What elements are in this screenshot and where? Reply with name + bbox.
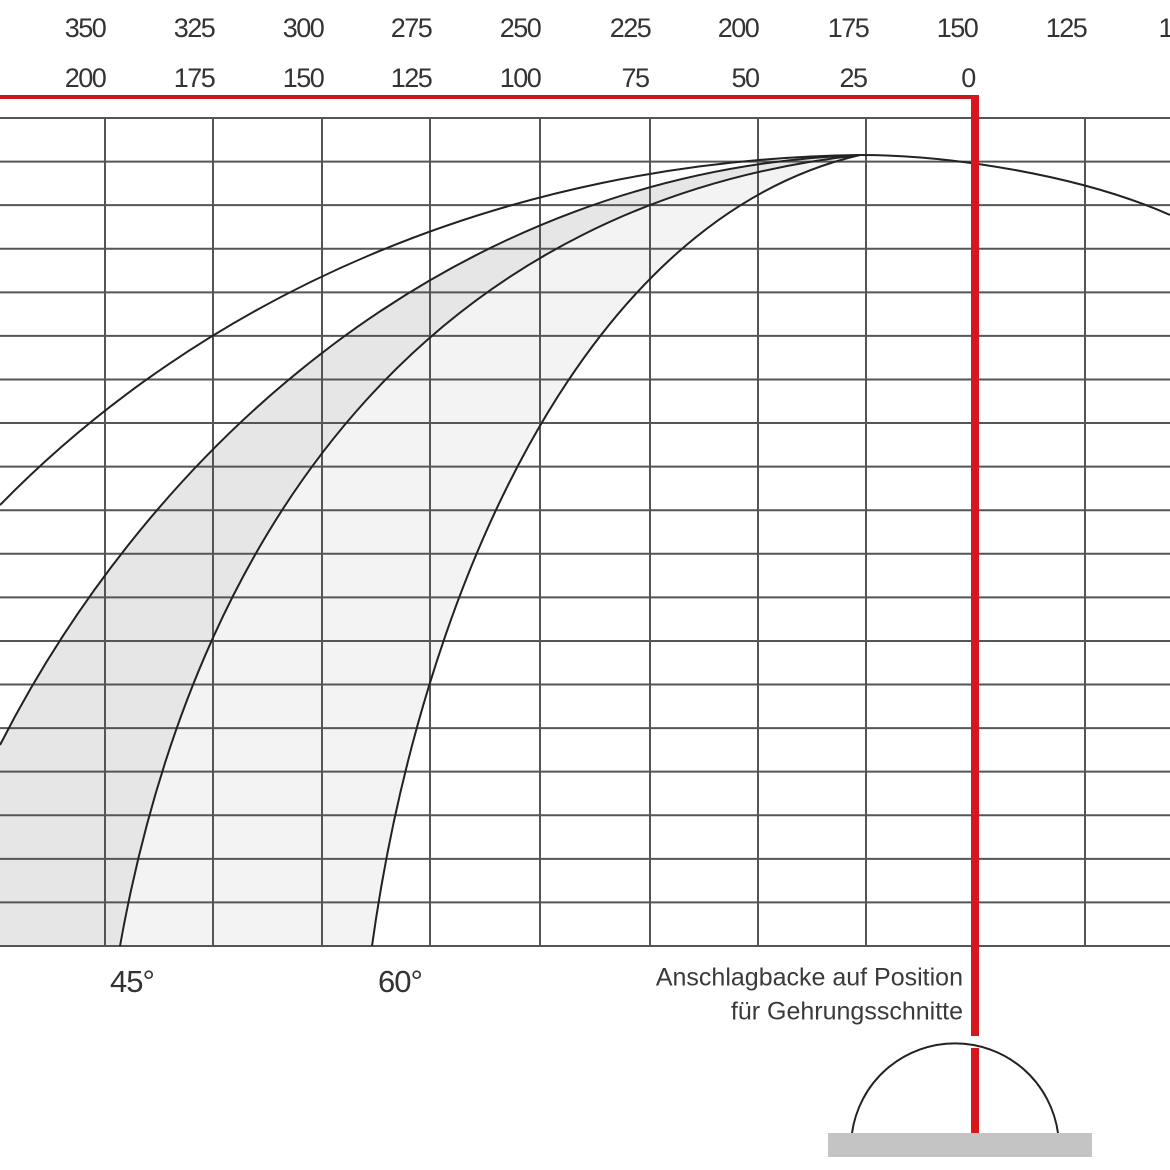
scale-label: 175 xyxy=(828,13,869,43)
caption: für Gehrungsschnitte xyxy=(731,998,963,1026)
scale-label: 150 xyxy=(937,13,978,43)
scale-label: 125 xyxy=(391,63,432,93)
scale-label: 10 xyxy=(1158,13,1170,43)
curve xyxy=(0,153,1170,506)
angle-label: 60° xyxy=(378,964,422,999)
shaded-band xyxy=(120,155,860,946)
scale-label: 350 xyxy=(65,13,106,43)
scale-label: 75 xyxy=(621,63,649,93)
protractor xyxy=(851,1042,1059,1134)
scale-label: 125 xyxy=(1046,13,1087,43)
scale-label: 100 xyxy=(500,63,541,93)
angle-label: 45° xyxy=(110,964,154,999)
scale-label: 225 xyxy=(610,13,651,43)
scale-label: 175 xyxy=(174,63,215,93)
scale-label: 0 xyxy=(961,63,975,93)
curve xyxy=(0,154,861,746)
scale-label: 200 xyxy=(65,63,106,93)
scale-label: 25 xyxy=(839,63,867,93)
scale-label: 150 xyxy=(283,63,324,93)
curve xyxy=(371,154,861,947)
scale-label: 300 xyxy=(283,13,324,43)
base-plate xyxy=(828,1133,1092,1157)
caption: Anschlagbacke auf Position xyxy=(656,964,963,992)
scale-label: 50 xyxy=(731,63,759,93)
scale-label: 325 xyxy=(174,13,215,43)
scale-label: 200 xyxy=(718,13,759,43)
scale-label: 250 xyxy=(500,13,541,43)
scale-label: 275 xyxy=(391,13,432,43)
curve xyxy=(119,154,861,947)
